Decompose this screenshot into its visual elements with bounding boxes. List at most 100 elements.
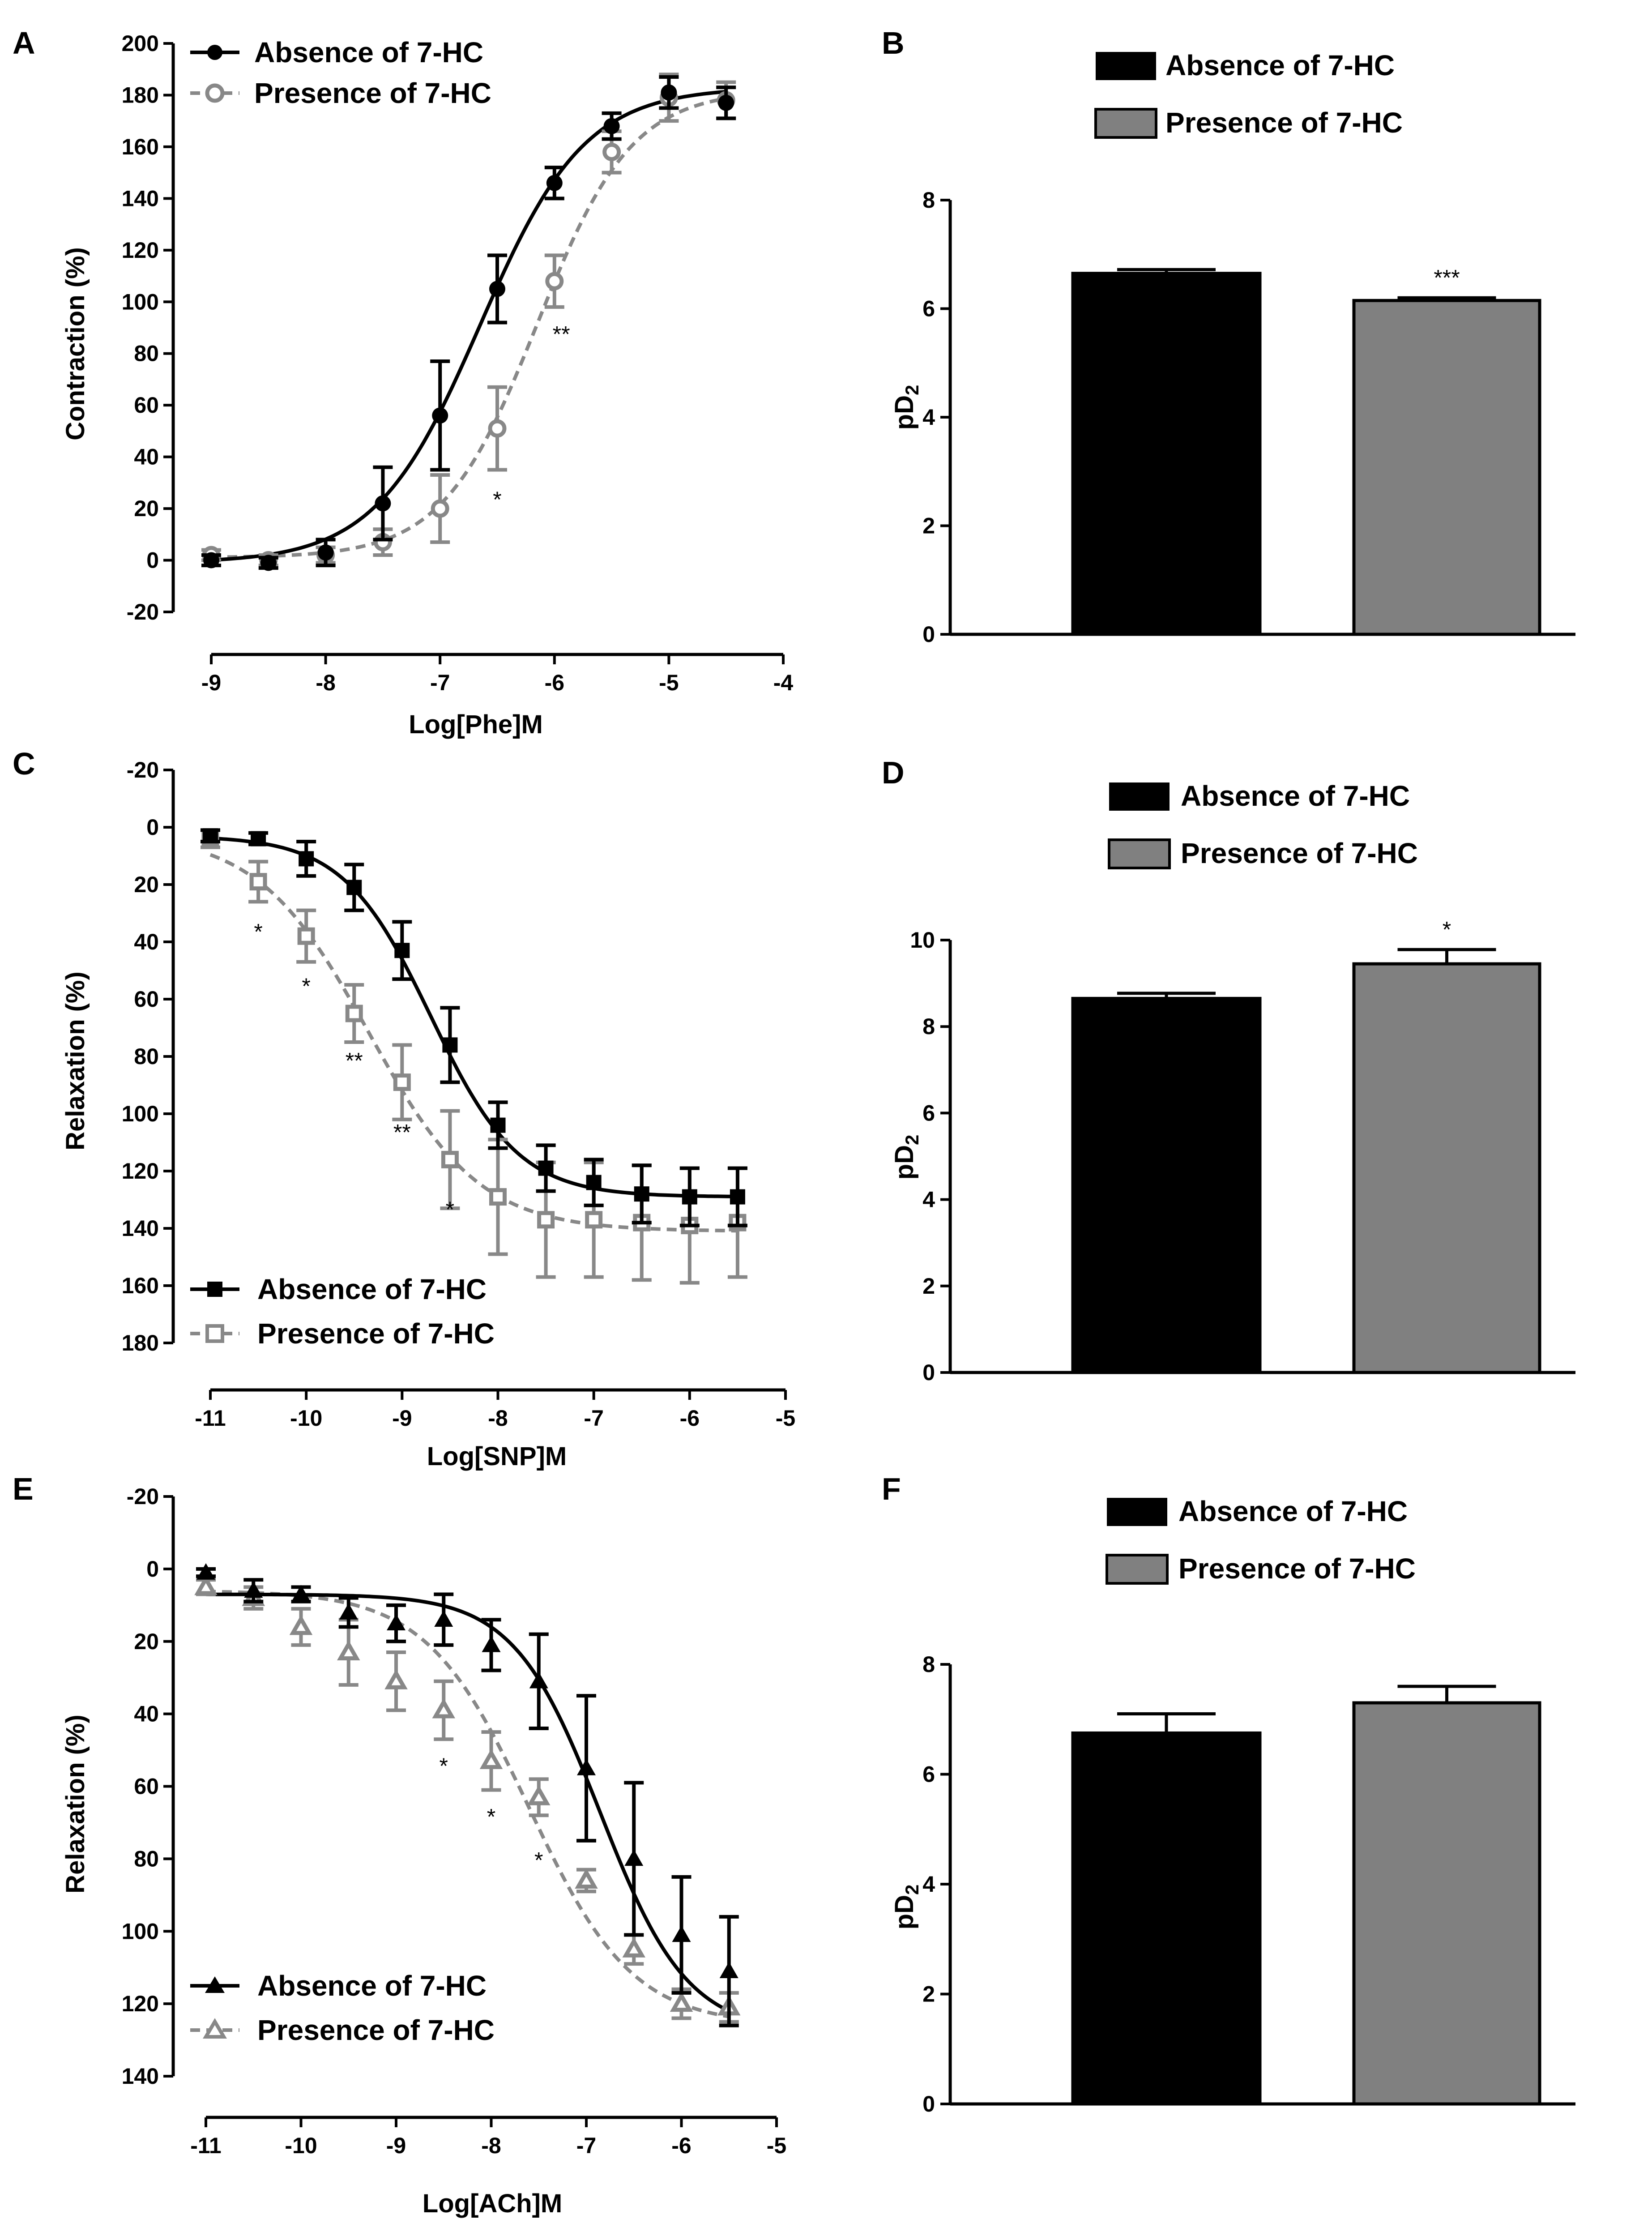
- panel-a-significance-mark: **: [553, 322, 570, 347]
- panel-letter-f: F: [882, 1471, 901, 1506]
- panel-c-line-chart: C Absence of 7-HC Presence of 7-HC Log[S…: [13, 746, 795, 1471]
- panel-e-x-tick-label: -10: [285, 2133, 317, 2158]
- panel-e-x-tick-label: -9: [386, 2133, 406, 2158]
- panel-c-absence-data-point: [299, 851, 314, 867]
- panel-c-presence-data-point: [441, 1150, 459, 1168]
- legend-d-absence-label: Absence of 7-HC: [1181, 780, 1410, 812]
- panel-b-y-tick-label: 4: [922, 405, 935, 430]
- panel-a-y-tick-label: 60: [134, 393, 159, 418]
- panel-a-absence-data-point: [260, 555, 277, 571]
- legend-e-absence-label: Absence of 7-HC: [257, 1970, 487, 2002]
- panel-c-absence-data-point: [442, 1037, 458, 1053]
- panel-c-y-tick-label: 120: [122, 1159, 159, 1184]
- legend-b-presence-label: Presence of 7-HC: [1165, 107, 1403, 139]
- panel-a-presence-data-point: [545, 272, 564, 291]
- panel-b-y-tick-label: 6: [922, 296, 935, 321]
- panel-e-presence-data-point: [622, 1937, 646, 1958]
- panel-c-absence-data-point: [346, 880, 362, 895]
- panel-e-absence-data-point: [196, 1563, 215, 1580]
- panel-c-absence-data-point: [682, 1189, 697, 1205]
- legend-c-absence-marker: [207, 1282, 222, 1297]
- panel-e-absence-data-point: [529, 1672, 548, 1689]
- panel-c-series-absence-fit-line: [210, 836, 738, 1198]
- panel-e-y-tick-label: 40: [134, 1702, 159, 1727]
- panel-f-y-tick-label: 6: [922, 1762, 935, 1787]
- panel-e-x-tick-label: -5: [767, 2133, 786, 2158]
- panel-e-series-presence-fit-line: [205, 1590, 730, 2018]
- panel-a-x-tick-label: -4: [773, 670, 794, 695]
- panel-b-legend: Absence of 7-HC Presence of 7-HC: [1094, 49, 1403, 139]
- panel-c-significance-mark: *: [446, 1197, 454, 1222]
- panel-c-significance-mark: **: [346, 1048, 363, 1073]
- panel-a-y-tick-label: 180: [122, 82, 159, 107]
- panel-e-y-axis-title: Relaxation (%): [61, 1714, 90, 1894]
- panel-b-bar-chart: B Absence of 7-HC Presence of 7-HC pD2 0…: [882, 26, 1575, 647]
- panel-f-plot-area: 0 2 4 6 8: [922, 1652, 1575, 2116]
- panel-d-plot-area: 0 2 4 6 8 10 *: [910, 917, 1575, 1385]
- panel-b-y-tick-label: 2: [922, 513, 935, 539]
- panel-c-y-tick-label: 0: [146, 815, 159, 840]
- panel-e-significance-mark: *: [440, 1753, 448, 1779]
- panel-d-significance-mark: *: [1443, 917, 1451, 942]
- panel-d-y-tick-label: 6: [922, 1100, 935, 1125]
- panel-c-x-tick-label: -7: [584, 1406, 603, 1431]
- panel-d-y-tick-label: 0: [922, 1360, 935, 1385]
- panel-c-y-tick-label: 60: [134, 987, 159, 1012]
- legend-f-absence-label: Absence of 7-HC: [1178, 1495, 1408, 1527]
- panel-e-absence-data-point: [672, 1925, 691, 1942]
- panel-d-presence-bar: [1352, 962, 1541, 1374]
- panel-e-presence-data-point: [527, 1785, 551, 1805]
- panel-c-presence-data-point: [249, 873, 267, 891]
- panel-letter-e: E: [13, 1471, 34, 1506]
- panel-c-x-tick-label: -10: [290, 1406, 322, 1431]
- panel-a-series-absence-fit-line: [211, 90, 726, 562]
- panel-b-y-tick-label: 8: [922, 188, 935, 213]
- panel-a-y-tick-label: 100: [122, 289, 159, 314]
- panel-c-absence-data-point: [634, 1186, 649, 1202]
- legend-e-presence-label: Presence of 7-HC: [257, 2014, 495, 2046]
- panel-c-y-axis-title: Relaxation (%): [61, 971, 90, 1150]
- panel-e-absence-data-point: [719, 1962, 738, 1979]
- panel-a-y-tick-label: 200: [122, 31, 159, 56]
- panel-b-plot-area: 0 2 4 6 8 ***: [922, 188, 1575, 647]
- panel-a-x-tick-label: -6: [545, 670, 564, 695]
- panel-e-y-tick-label: -20: [127, 1484, 159, 1509]
- panel-a-series-presence-fit-line: [211, 96, 726, 559]
- legend-a-absence-label: Absence of 7-HC: [254, 36, 483, 68]
- panel-f-y-axis-title: pD2: [890, 1885, 922, 1930]
- panel-e-y-tick-label: 140: [122, 2064, 159, 2089]
- panel-d-legend: Absence of 7-HC Presence of 7-HC: [1108, 780, 1418, 869]
- panel-e-presence-data-point: [194, 1575, 218, 1595]
- panel-c-presence-data-point: [345, 1005, 363, 1022]
- panel-e-y-tick-label: 0: [146, 1556, 159, 1582]
- panel-e-y-tick-label: 20: [134, 1629, 159, 1654]
- panel-a-absence-data-point: [489, 281, 505, 297]
- panel-d-absence-bar: [1071, 996, 1262, 1374]
- panel-c-absence-data-point: [730, 1189, 745, 1205]
- legend-f-presence-label: Presence of 7-HC: [1178, 1552, 1416, 1585]
- panel-e-y-tick-label: 80: [134, 1846, 159, 1871]
- panel-a-absence-data-point: [375, 495, 391, 512]
- panel-e-significance-mark: *: [487, 1804, 495, 1829]
- panel-e-x-tick-label: -11: [190, 2133, 222, 2158]
- panel-e-absence-data-point: [624, 1849, 644, 1866]
- legend-d-presence-label: Presence of 7-HC: [1181, 837, 1418, 869]
- panel-c-absence-data-point: [490, 1117, 506, 1133]
- panel-a-y-tick-label: -20: [127, 599, 159, 624]
- legend-f-absence-swatch: [1107, 1498, 1167, 1526]
- panel-e-x-axis-title: Log[ACh]M: [423, 2189, 562, 2218]
- panel-c-presence-data-point: [297, 927, 315, 945]
- panel-a-y-axis-title: Contraction (%): [61, 247, 90, 440]
- panel-c-y-tick-label: 20: [134, 872, 159, 897]
- panel-a-y-tick-label: 140: [122, 186, 159, 211]
- panel-b-absence-bar: [1071, 272, 1262, 636]
- panel-c-series-presence-fit-line: [209, 853, 738, 1233]
- panel-c-presence-data-point: [585, 1211, 603, 1229]
- panel-c-y-tick-label: -20: [127, 757, 159, 782]
- panel-a-absence-data-point: [317, 544, 334, 561]
- legend-b-presence-swatch: [1094, 108, 1157, 139]
- legend-d-presence-swatch: [1108, 838, 1171, 869]
- panel-e-y-tick-label: 120: [122, 1991, 159, 2016]
- panel-c-y-tick-label: 140: [122, 1216, 159, 1241]
